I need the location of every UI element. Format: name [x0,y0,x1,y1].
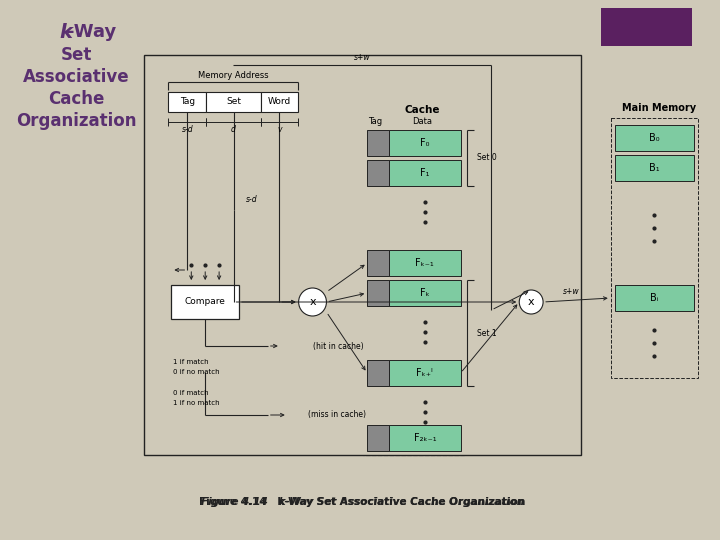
Text: s+w: s+w [354,53,371,63]
Text: Fₖ₋₁: Fₖ₋₁ [415,258,434,268]
Bar [171,285,239,319]
Text: 0 if no match: 0 if no match [174,369,220,375]
Text: Associative: Associative [23,68,130,86]
Text: B₁: B₁ [649,163,660,173]
Text: Fₖ₊ᴵ: Fₖ₊ᴵ [416,368,433,378]
Text: (miss in cache): (miss in cache) [307,410,366,420]
Bar [389,250,461,276]
Text: Set 1: Set 1 [477,328,496,338]
Bar [168,92,206,112]
Text: F₂ₖ₋₁: F₂ₖ₋₁ [413,433,436,443]
Text: x: x [528,297,534,307]
Text: Memory Address: Memory Address [198,71,269,79]
Text: 1 if match: 1 if match [174,359,209,365]
Bar [367,160,389,186]
Text: (hit in cache): (hit in cache) [312,341,363,350]
Text: Cache: Cache [404,105,440,115]
Text: s-d: s-d [181,125,193,134]
Bar [367,130,389,156]
Text: -Way: -Way [67,23,117,41]
Bar [367,250,389,276]
Circle shape [299,288,326,316]
Text: Main Memory: Main Memory [622,103,696,113]
Text: s+w: s+w [562,287,579,296]
Bar [367,360,389,386]
Bar [389,280,461,306]
Bar [261,92,297,112]
Circle shape [519,290,543,314]
Text: s-d: s-d [246,195,257,205]
Text: F₀: F₀ [420,138,430,148]
Text: Tag: Tag [180,98,195,106]
Bar [611,118,698,378]
Text: Data: Data [412,118,432,126]
Text: Organization: Organization [16,112,136,130]
Bar [389,425,461,451]
Bar [615,285,694,311]
Bar [363,128,464,455]
Text: Compare: Compare [185,298,225,307]
Text: Fₖ: Fₖ [420,288,430,298]
Bar [615,155,694,181]
Text: Figure 4.14   k-Way Set Associative Cache Organization: Figure 4.14 k-Way Set Associative Cache … [201,497,523,507]
Text: 1 if no match: 1 if no match [174,400,220,406]
Text: Set: Set [226,98,241,106]
Bar [367,280,389,306]
Text: Figure 4.14   k-Way Set Associative Cache Organization: Figure 4.14 k-Way Set Associative Cache … [199,497,526,507]
Text: v: v [277,125,282,134]
Text: d: d [231,125,236,134]
Text: Set 0: Set 0 [477,153,496,163]
Bar [389,360,461,386]
Bar [143,55,581,455]
Bar [367,425,389,451]
Bar [389,160,461,186]
Text: x: x [309,297,316,307]
Text: Cache: Cache [48,90,104,108]
Text: Set: Set [60,46,91,64]
Text: F₁: F₁ [420,168,430,178]
Text: B₀: B₀ [649,133,660,143]
Bar [600,8,692,46]
Bar [615,125,694,151]
Text: 0 if match: 0 if match [174,390,209,396]
Text: k: k [60,23,73,42]
Text: Word: Word [268,98,291,106]
Text: Tag: Tag [368,118,382,126]
Bar [389,130,461,156]
Text: Bᵢ: Bᵢ [650,293,659,303]
Bar [206,92,261,112]
